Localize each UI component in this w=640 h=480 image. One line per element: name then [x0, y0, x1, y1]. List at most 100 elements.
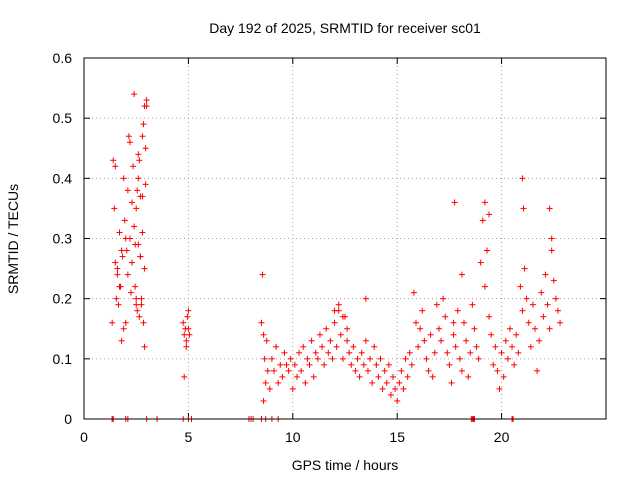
data-point	[120, 175, 127, 182]
x-tick-label: 5	[185, 429, 193, 445]
data-point	[114, 265, 121, 272]
data-point	[373, 361, 380, 368]
data-point	[548, 235, 555, 242]
data-point	[185, 307, 192, 314]
data-point	[532, 325, 539, 332]
data-point	[258, 319, 265, 326]
data-point	[438, 337, 445, 344]
data-point	[515, 349, 522, 356]
data-point	[296, 349, 303, 356]
data-point	[344, 325, 351, 332]
data-point	[131, 91, 138, 98]
data-point	[262, 379, 269, 386]
data-point	[142, 181, 149, 188]
data-point	[348, 361, 355, 368]
data-point	[377, 355, 384, 362]
data-point	[427, 331, 434, 338]
data-point	[536, 337, 543, 344]
data-point	[481, 283, 488, 290]
data-point	[141, 265, 148, 272]
data-points	[109, 91, 564, 422]
data-point	[133, 301, 140, 308]
data-point	[402, 355, 409, 362]
data-point	[381, 367, 388, 374]
data-point	[481, 199, 488, 206]
data-point	[458, 367, 465, 374]
data-point	[135, 175, 142, 182]
data-point	[129, 199, 136, 206]
data-point	[500, 373, 507, 380]
data-point	[454, 307, 461, 314]
data-point	[479, 217, 486, 224]
data-point	[134, 307, 141, 314]
data-point	[291, 361, 298, 368]
data-point	[323, 325, 330, 332]
data-point	[137, 193, 144, 200]
data-point	[122, 235, 129, 242]
data-point	[124, 271, 131, 278]
data-point	[271, 367, 278, 374]
data-point	[364, 367, 371, 374]
data-point	[181, 373, 188, 380]
data-point	[362, 295, 369, 302]
y-tick-label: 0.5	[53, 110, 73, 126]
data-point	[400, 385, 407, 392]
data-point	[139, 229, 146, 236]
data-point	[275, 379, 282, 386]
data-point	[344, 337, 351, 344]
data-point	[358, 349, 365, 356]
data-point	[490, 361, 497, 368]
data-point	[554, 307, 561, 314]
data-point	[131, 223, 138, 230]
data-point	[264, 367, 271, 374]
y-tick-label: 0.4	[53, 170, 73, 186]
data-point	[371, 343, 378, 350]
data-point	[375, 373, 382, 380]
data-point	[181, 331, 188, 338]
data-point	[421, 337, 428, 344]
data-point	[113, 295, 120, 302]
data-point	[419, 307, 426, 314]
data-point	[404, 373, 411, 380]
data-point	[298, 367, 305, 374]
data-point	[112, 163, 119, 170]
data-point	[362, 337, 369, 344]
data-point	[521, 265, 528, 272]
data-point	[410, 289, 417, 296]
data-point	[186, 331, 193, 338]
data-point	[339, 355, 346, 362]
data-point	[415, 343, 422, 350]
data-point	[124, 187, 131, 194]
data-point	[327, 337, 334, 344]
data-point	[142, 145, 149, 152]
data-point	[448, 379, 455, 386]
data-point	[325, 349, 332, 356]
data-point	[333, 343, 340, 350]
data-point	[383, 379, 390, 386]
data-point	[517, 283, 524, 290]
data-point	[293, 373, 300, 380]
data-point	[367, 355, 374, 362]
data-point	[506, 325, 513, 332]
data-point	[141, 343, 148, 350]
data-point	[114, 271, 121, 278]
data-point	[129, 259, 136, 266]
data-point	[302, 379, 309, 386]
data-point	[135, 241, 142, 248]
data-point	[134, 187, 141, 194]
data-point	[552, 295, 559, 302]
data-point	[511, 361, 518, 368]
y-tick-label: 0.6	[53, 50, 73, 66]
data-point	[283, 361, 290, 368]
data-point	[279, 373, 286, 380]
x-axis-label: GPS time / hours	[292, 457, 399, 473]
data-point	[461, 319, 468, 326]
data-point	[110, 157, 117, 164]
data-point	[121, 217, 128, 224]
data-point	[446, 361, 453, 368]
data-point	[387, 391, 394, 398]
data-point	[513, 331, 520, 338]
data-point	[331, 307, 338, 314]
x-tick-label: 0	[80, 429, 88, 445]
data-point	[310, 373, 317, 380]
